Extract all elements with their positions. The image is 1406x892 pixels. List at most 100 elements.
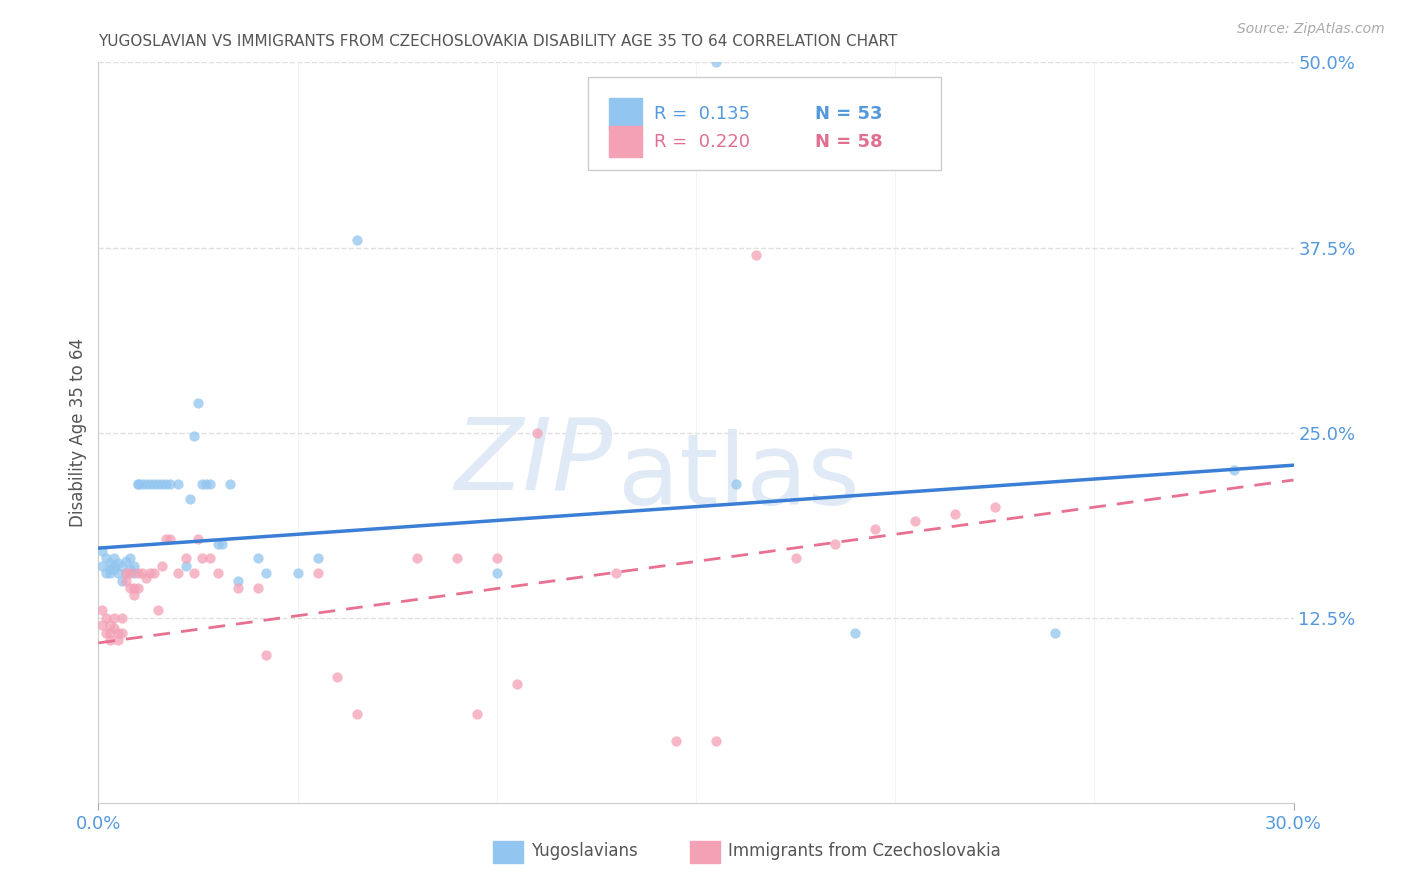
Point	[107, 625, 129, 640]
Text: atlas: atlas	[619, 428, 860, 525]
Point	[187, 396, 209, 410]
Point	[984, 500, 1007, 514]
Point	[865, 522, 887, 536]
Point	[139, 566, 162, 581]
Text: ZIP: ZIP	[454, 414, 613, 511]
Text: N = 58: N = 58	[815, 133, 883, 151]
Point	[246, 581, 269, 595]
Point	[526, 425, 548, 440]
Point	[174, 558, 197, 573]
Point	[191, 551, 214, 566]
Point	[246, 551, 269, 566]
Point	[155, 533, 177, 547]
Point	[187, 533, 209, 547]
Point	[103, 562, 125, 576]
Point	[115, 566, 138, 581]
Text: R =  0.135: R = 0.135	[654, 104, 751, 122]
Point	[198, 477, 221, 491]
Point	[745, 248, 768, 262]
Point	[506, 677, 529, 691]
Point	[120, 562, 142, 576]
Point	[111, 574, 134, 588]
Text: R =  0.220: R = 0.220	[654, 133, 751, 151]
Point	[226, 581, 249, 595]
Point	[148, 477, 170, 491]
Point	[98, 618, 122, 632]
Point	[704, 55, 727, 70]
Point	[155, 477, 177, 491]
Point	[98, 566, 122, 581]
Point	[127, 477, 149, 491]
Point	[111, 558, 134, 573]
Point	[195, 477, 218, 491]
Point	[148, 603, 170, 617]
Point	[98, 632, 122, 647]
Point	[139, 477, 162, 491]
Point	[91, 618, 114, 632]
Point	[254, 648, 277, 662]
Point	[103, 621, 125, 635]
Point	[115, 554, 138, 568]
Point	[665, 733, 688, 747]
Point	[98, 556, 122, 570]
Point	[127, 566, 149, 581]
Text: YUGOSLAVIAN VS IMMIGRANTS FROM CZECHOSLOVAKIA DISABILITY AGE 35 TO 64 CORRELATIO: YUGOSLAVIAN VS IMMIGRANTS FROM CZECHOSLO…	[98, 34, 898, 49]
Point	[254, 566, 277, 581]
Point	[131, 566, 153, 581]
Text: Yugoslavians: Yugoslavians	[531, 842, 638, 860]
Point	[346, 233, 368, 247]
Point	[91, 558, 114, 573]
Point	[159, 477, 181, 491]
Point	[135, 571, 157, 585]
Point	[943, 507, 966, 521]
Point	[150, 558, 173, 573]
Point	[96, 625, 118, 640]
Point	[824, 536, 846, 550]
Point	[724, 477, 747, 491]
Point	[127, 581, 149, 595]
Point	[287, 566, 309, 581]
Point	[96, 610, 118, 624]
Point	[844, 625, 866, 640]
Point	[107, 556, 129, 570]
Point	[131, 477, 153, 491]
Point	[98, 625, 122, 640]
Point	[198, 551, 221, 566]
Point	[120, 581, 142, 595]
Point	[98, 562, 122, 576]
Point	[207, 536, 229, 550]
Point	[183, 566, 205, 581]
Point	[124, 566, 146, 581]
Point	[406, 551, 429, 566]
Point	[135, 477, 157, 491]
Point	[226, 574, 249, 588]
Point	[704, 733, 727, 747]
Point	[96, 551, 118, 566]
Text: N = 53: N = 53	[815, 104, 883, 122]
Point	[174, 551, 197, 566]
Point	[904, 515, 927, 529]
Text: Immigrants from Czechoslovakia: Immigrants from Czechoslovakia	[728, 842, 1001, 860]
Point	[446, 551, 468, 566]
Point	[1043, 625, 1066, 640]
Point	[605, 566, 627, 581]
Point	[183, 428, 205, 442]
FancyBboxPatch shape	[589, 78, 941, 169]
Point	[124, 558, 146, 573]
Point	[124, 581, 146, 595]
Point	[143, 566, 166, 581]
Point	[219, 477, 242, 491]
Point	[211, 536, 233, 550]
Point	[785, 551, 807, 566]
FancyBboxPatch shape	[609, 126, 643, 157]
FancyBboxPatch shape	[690, 840, 720, 863]
Point	[307, 566, 329, 581]
Point	[167, 566, 190, 581]
Point	[179, 492, 201, 507]
Point	[120, 566, 142, 581]
Point	[485, 551, 508, 566]
Point	[107, 566, 129, 581]
FancyBboxPatch shape	[494, 840, 523, 863]
FancyBboxPatch shape	[609, 98, 643, 129]
Point	[346, 706, 368, 721]
